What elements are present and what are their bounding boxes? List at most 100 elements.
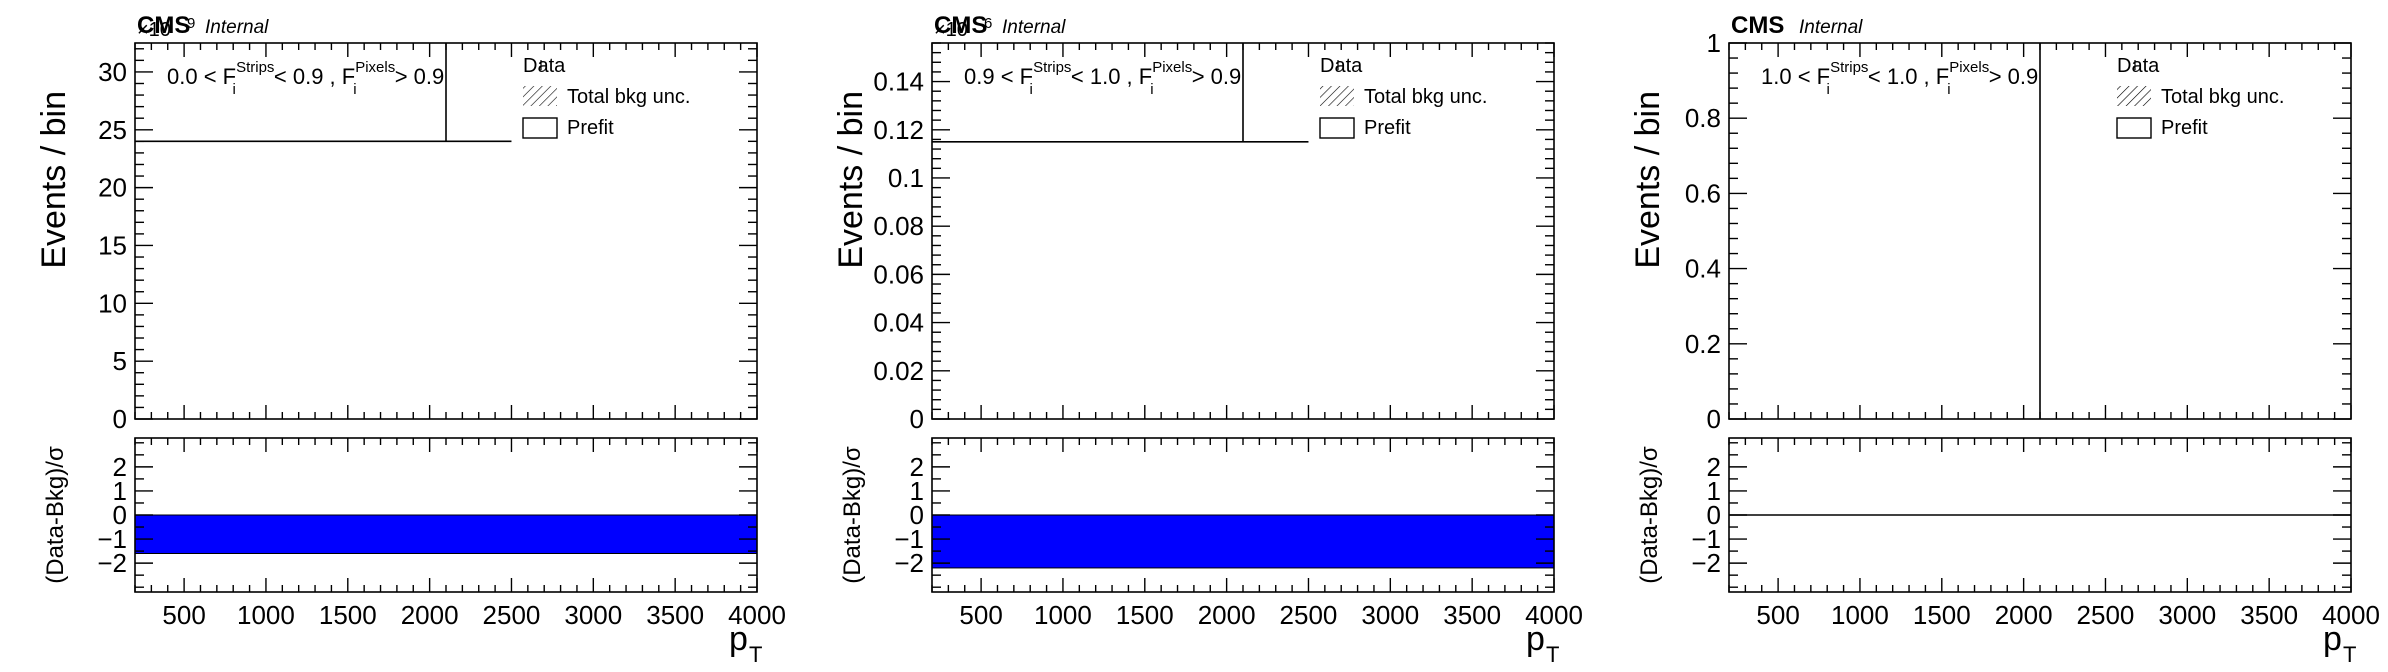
cms-label: CMS bbox=[934, 12, 987, 39]
x-tick-label: 2500 bbox=[1280, 600, 1338, 630]
x-tick-label: 4000 bbox=[728, 600, 786, 630]
y-tick-label: 0.6 bbox=[1685, 178, 1721, 208]
cms-label: CMS bbox=[1731, 12, 1784, 39]
legend-prefit-swatch bbox=[522, 117, 558, 139]
legend-total-bkg: Total bkg unc. bbox=[567, 86, 690, 108]
ratio-y-axis-label: (Data-Bkg)/σ bbox=[1636, 446, 1663, 584]
y-tick-label: 0 bbox=[113, 404, 127, 434]
x-axis-label-sub: T bbox=[2343, 642, 2356, 667]
legend-hatch-swatch bbox=[2117, 86, 2151, 106]
x-tick-label: 1500 bbox=[1116, 600, 1174, 630]
x-tick-label: 3500 bbox=[2240, 600, 2298, 630]
category-label-part: 0.0 < F bbox=[167, 64, 236, 89]
ratio-y-tick-label: 2 bbox=[910, 452, 924, 482]
x-tick-label: 1500 bbox=[1913, 600, 1971, 630]
exponent-power: 6 bbox=[984, 15, 992, 32]
category-label-part: < 1.0 , F bbox=[1065, 64, 1152, 89]
category-label-part: Pixels bbox=[1949, 59, 1989, 76]
x-tick-label: 2000 bbox=[1198, 600, 1256, 630]
legend-prefit-swatch bbox=[1319, 117, 1355, 139]
ratio-y-tick-label: 0 bbox=[910, 500, 924, 530]
category-label-part: > 0.9 bbox=[1186, 64, 1242, 89]
legend-prefit: Prefit bbox=[2161, 117, 2208, 139]
legend-hatch-swatch bbox=[1320, 86, 1354, 106]
legend-data: Data bbox=[523, 55, 566, 77]
internal-label: Internal bbox=[1799, 17, 1863, 38]
lower-frame bbox=[1728, 437, 2352, 593]
y-tick-label: 25 bbox=[98, 115, 127, 145]
category-label-part: 0.9 < F bbox=[964, 64, 1033, 89]
ratio-y-tick-label: 0 bbox=[113, 500, 127, 530]
x-tick-label: 3000 bbox=[564, 600, 622, 630]
exponent-power: 9 bbox=[187, 15, 195, 32]
category-label-part: i bbox=[353, 81, 356, 98]
x-tick-label: 1000 bbox=[1034, 600, 1092, 630]
category-label: 1.0 < FStrips i < 1.0 , FPixels i > 0.9 bbox=[1761, 59, 2038, 98]
category-label: 0.0 < FStrips i < 0.9 , FPixels i > 0.9 bbox=[167, 59, 444, 98]
ratio-y-tick-label: 2 bbox=[113, 452, 127, 482]
y-tick-label: 0.08 bbox=[873, 211, 924, 241]
exponent-label: ×10 bbox=[137, 19, 171, 41]
category-label-part: Pixels bbox=[355, 59, 395, 76]
category-label-part: < 0.9 , F bbox=[268, 64, 355, 89]
upper-frame bbox=[931, 42, 1555, 420]
y-tick-label: 5 bbox=[113, 346, 127, 376]
category-label-part: i bbox=[1947, 81, 1950, 98]
x-tick-label: 1000 bbox=[1831, 600, 1889, 630]
x-axis-label-sub: T bbox=[1546, 642, 1559, 667]
y-tick-label: 0.02 bbox=[873, 356, 924, 386]
category-label-part: Strips bbox=[1830, 59, 1868, 76]
x-tick-label: 3000 bbox=[1361, 600, 1419, 630]
panel-right: 00.20.40.60.811.0 < FStrips i < 1.0 , FPi… bbox=[1629, 12, 2380, 667]
ratio-y-axis-label: (Data-Bkg)/σ bbox=[42, 446, 69, 584]
x-axis-label: p bbox=[1526, 620, 1545, 658]
ratio-y-tick-label: −1 bbox=[1691, 524, 1721, 554]
y-tick-label: 30 bbox=[98, 57, 127, 87]
x-tick-label: 500 bbox=[1756, 600, 1799, 630]
x-tick-label: 3000 bbox=[2158, 600, 2216, 630]
category-label: 0.9 < FStrips i < 1.0 , FPixels i > 0.9 bbox=[964, 59, 1241, 98]
y-tick-label: 10 bbox=[98, 288, 127, 318]
category-label-part: > 0.9 bbox=[1983, 64, 2039, 89]
y-tick-label: 0.2 bbox=[1685, 329, 1721, 359]
category-label-part: < 1.0 , F bbox=[1862, 64, 1949, 89]
x-tick-label: 500 bbox=[162, 600, 205, 630]
ratio-y-tick-label: −1 bbox=[97, 524, 127, 554]
x-tick-label: 4000 bbox=[2322, 600, 2380, 630]
x-axis-label-sub: T bbox=[749, 642, 762, 667]
category-label-part: i bbox=[1029, 81, 1032, 98]
legend-total-bkg: Total bkg unc. bbox=[2161, 86, 2284, 108]
ratio-y-tick-label: 2 bbox=[1707, 452, 1721, 482]
category-label-part: Strips bbox=[1033, 59, 1071, 76]
x-tick-label: 3500 bbox=[1443, 600, 1501, 630]
legend-prefit: Prefit bbox=[567, 117, 614, 139]
ratio-y-tick-label: −2 bbox=[1691, 548, 1721, 578]
y-tick-label: 1 bbox=[1707, 28, 1721, 58]
ratio-y-tick-label: 1 bbox=[113, 476, 127, 506]
category-label-part: i bbox=[1826, 81, 1829, 98]
ratio-y-tick-label: −2 bbox=[894, 548, 924, 578]
x-tick-label: 1000 bbox=[237, 600, 295, 630]
ratio-y-tick-label: 0 bbox=[1707, 500, 1721, 530]
upper-frame bbox=[1728, 42, 2352, 420]
category-label-part: > 0.9 bbox=[389, 64, 445, 89]
legend-prefit: Prefit bbox=[1364, 117, 1411, 139]
legend-prefit-swatch bbox=[2116, 117, 2152, 139]
y-axis-label: Events / bin bbox=[832, 91, 870, 269]
lower-frame bbox=[134, 437, 758, 593]
y-axis-label: Events / bin bbox=[35, 91, 73, 269]
panel-middle: 0 0.02 0.04 0.06 0.08 0.1 0.12 0.14 0.9 < FStrip… bbox=[832, 12, 1583, 667]
pull-band bbox=[134, 514, 758, 554]
ratio-y-tick-label: 1 bbox=[910, 476, 924, 506]
x-tick-label: 2000 bbox=[401, 600, 459, 630]
category-label-part: 1.0 < F bbox=[1761, 64, 1830, 89]
ratio-y-tick-label: −1 bbox=[894, 524, 924, 554]
internal-label: Internal bbox=[205, 17, 269, 38]
x-tick-label: 2500 bbox=[2077, 600, 2135, 630]
x-tick-label: 2000 bbox=[1995, 600, 2053, 630]
